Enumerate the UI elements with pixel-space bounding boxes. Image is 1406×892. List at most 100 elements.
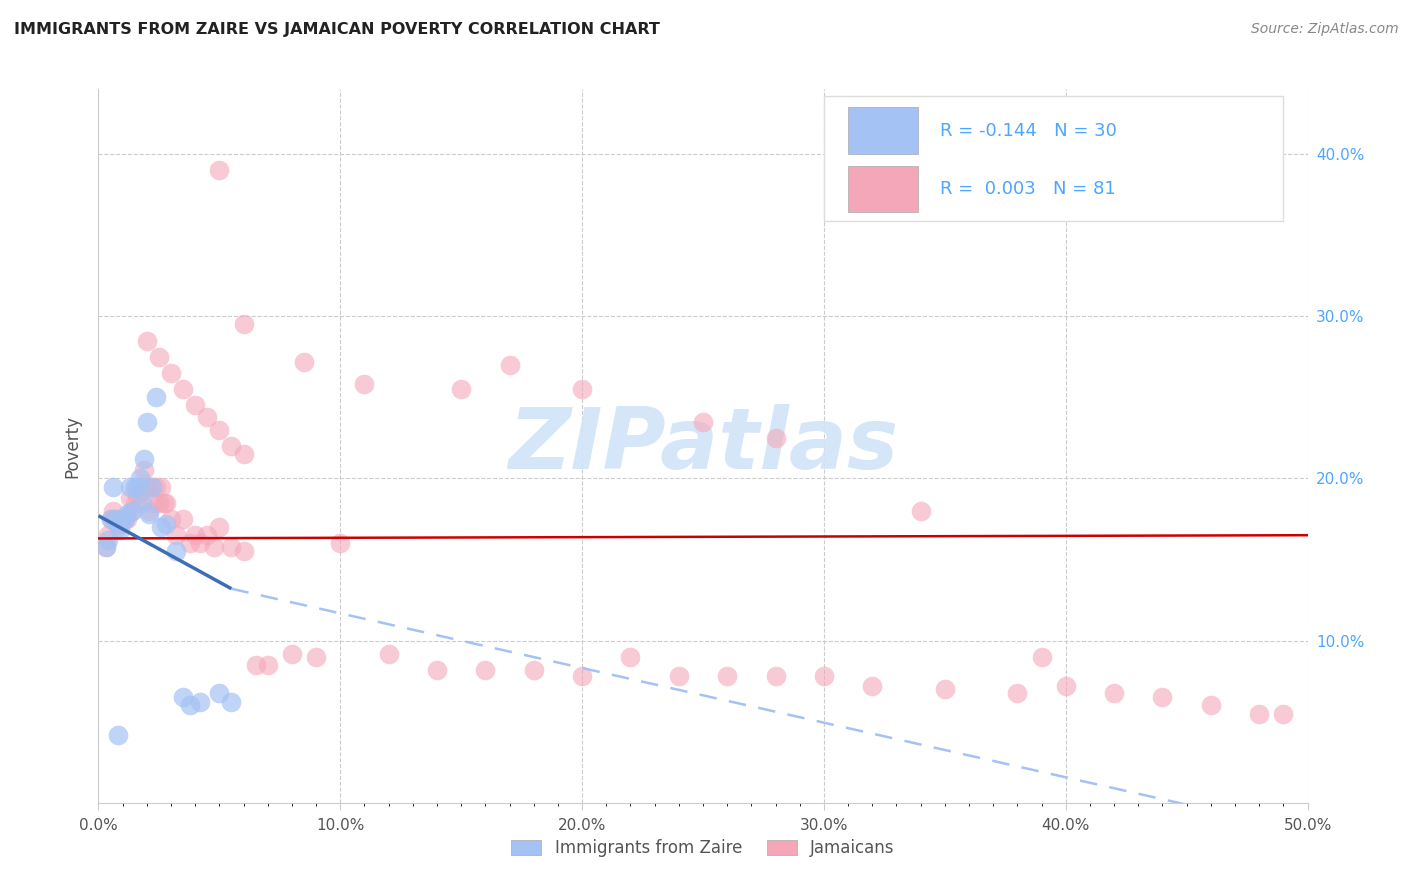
Point — [1272, 706, 1295, 721]
Point — [141, 479, 163, 493]
Point — [221, 540, 243, 554]
Point — [135, 334, 157, 348]
Point — [131, 484, 153, 499]
Point — [172, 512, 194, 526]
Point — [150, 479, 173, 493]
Point — [114, 512, 136, 526]
Point — [208, 163, 231, 178]
Point — [208, 423, 231, 437]
Text: ZIPatlas: ZIPatlas — [508, 404, 898, 488]
Point — [188, 695, 211, 709]
Point — [245, 657, 267, 672]
Point — [221, 695, 243, 709]
Point — [97, 528, 120, 542]
Point — [1031, 649, 1053, 664]
FancyBboxPatch shape — [848, 166, 918, 212]
Point — [145, 390, 167, 404]
Point — [152, 496, 174, 510]
FancyBboxPatch shape — [824, 96, 1284, 221]
Point — [108, 516, 131, 531]
Point — [172, 690, 194, 705]
Point — [208, 685, 231, 699]
Point — [155, 516, 177, 531]
Point — [121, 504, 143, 518]
Point — [121, 504, 143, 518]
Point — [474, 663, 496, 677]
Point — [128, 471, 150, 485]
Point — [165, 544, 187, 558]
Point — [571, 669, 593, 683]
Point — [571, 382, 593, 396]
Point — [134, 452, 156, 467]
Point — [101, 479, 124, 493]
Point — [124, 496, 146, 510]
Point — [353, 377, 375, 392]
Point — [281, 647, 304, 661]
Point — [155, 496, 177, 510]
Point — [111, 512, 134, 526]
Point — [107, 728, 129, 742]
Point — [165, 528, 187, 542]
Point — [97, 533, 120, 547]
Point — [127, 479, 149, 493]
Point — [131, 496, 153, 510]
Point — [221, 439, 243, 453]
Point — [450, 382, 472, 396]
Point — [292, 354, 315, 368]
Point — [619, 649, 641, 664]
Point — [910, 504, 932, 518]
Point — [813, 669, 835, 683]
Point — [426, 663, 449, 677]
Point — [498, 358, 520, 372]
Point — [101, 504, 124, 518]
Point — [195, 528, 218, 542]
Point — [117, 512, 139, 526]
Text: IMMIGRANTS FROM ZAIRE VS JAMAICAN POVERTY CORRELATION CHART: IMMIGRANTS FROM ZAIRE VS JAMAICAN POVERT… — [14, 22, 659, 37]
FancyBboxPatch shape — [848, 107, 918, 153]
Text: Source: ZipAtlas.com: Source: ZipAtlas.com — [1251, 22, 1399, 37]
Text: R = -0.144   N = 30: R = -0.144 N = 30 — [941, 121, 1116, 139]
Point — [128, 479, 150, 493]
Point — [94, 540, 117, 554]
Point — [118, 491, 141, 505]
Point — [668, 669, 690, 683]
Point — [232, 447, 254, 461]
Point — [179, 536, 201, 550]
Point — [172, 382, 194, 396]
Point — [184, 399, 207, 413]
Point — [104, 512, 127, 526]
Point — [100, 512, 122, 526]
Point — [107, 520, 129, 534]
Point — [256, 657, 278, 672]
Point — [104, 512, 127, 526]
Point — [232, 318, 254, 332]
Point — [716, 669, 738, 683]
Point — [148, 350, 170, 364]
Point — [160, 366, 183, 380]
Point — [184, 528, 207, 542]
Point — [143, 496, 166, 510]
Point — [138, 507, 160, 521]
Point — [232, 544, 254, 558]
Point — [1102, 685, 1125, 699]
Point — [860, 679, 883, 693]
Point — [138, 504, 160, 518]
Point — [329, 536, 352, 550]
Point — [208, 520, 231, 534]
Point — [765, 669, 787, 683]
Point — [1152, 690, 1174, 705]
Point — [934, 682, 956, 697]
Point — [305, 649, 328, 664]
Point — [188, 536, 211, 550]
Text: R =  0.003   N = 81: R = 0.003 N = 81 — [941, 180, 1116, 198]
Legend: Immigrants from Zaire, Jamaicans: Immigrants from Zaire, Jamaicans — [503, 831, 903, 866]
Point — [1199, 698, 1222, 713]
Point — [150, 520, 173, 534]
Point — [765, 431, 787, 445]
Point — [148, 496, 170, 510]
Point — [179, 698, 201, 713]
Point — [114, 512, 136, 526]
Point — [134, 463, 156, 477]
Point — [94, 540, 117, 554]
Point — [523, 663, 546, 677]
